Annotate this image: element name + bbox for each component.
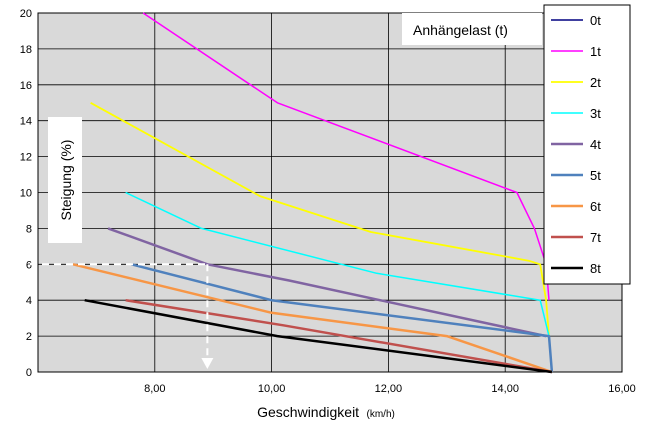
x-tick-label: 10,00 bbox=[258, 383, 286, 395]
legend-label-1t: 1t bbox=[590, 44, 601, 59]
series-line-7t bbox=[125, 298, 553, 374]
reference-arrow bbox=[201, 358, 214, 369]
legend-title-box bbox=[402, 13, 542, 45]
x-tick-label: 14,00 bbox=[491, 383, 519, 395]
gridlines bbox=[38, 12, 622, 372]
y-tick-label: 16 bbox=[20, 80, 32, 92]
x-axis-unit: (km/h) bbox=[367, 409, 395, 420]
legend-label-8t: 8t bbox=[590, 261, 601, 276]
y-axis-title: Steigung (%) bbox=[58, 140, 74, 221]
series-line-8t bbox=[84, 298, 553, 374]
x-axis-title: Geschwindigkeit (km/h) bbox=[257, 404, 395, 421]
x-axis-ticks: 8,00 10,00 12,00 14,00 16,00 bbox=[144, 383, 636, 395]
y-tick-label: 4 bbox=[26, 295, 32, 307]
y-tick-label: 6 bbox=[26, 259, 32, 271]
series-line-5t bbox=[131, 263, 554, 373]
reference-marker bbox=[18, 263, 214, 369]
x-axis-label: Geschwindigkeit bbox=[257, 404, 359, 420]
x-tick-label: 12,00 bbox=[375, 383, 403, 395]
y-axis-ticks: 0 2 4 6 8 10 12 14 16 18 20 bbox=[20, 8, 32, 379]
legend-label-0t: 0t bbox=[590, 13, 601, 28]
series-line-4t bbox=[107, 227, 547, 338]
legend-label-7t: 7t bbox=[590, 230, 601, 245]
legend-label-5t: 5t bbox=[590, 168, 601, 183]
y-tick-label: 8 bbox=[26, 223, 32, 235]
y-tick-label: 0 bbox=[26, 367, 32, 379]
x-tick-label: 16,00 bbox=[608, 383, 636, 395]
legend-label-3t: 3t bbox=[590, 106, 601, 121]
y-tick-label: 12 bbox=[20, 152, 32, 164]
legend-label-2t: 2t bbox=[590, 75, 601, 90]
x-tick-label: 8,00 bbox=[144, 383, 165, 395]
series-line-3t bbox=[125, 191, 550, 337]
series-line-2t bbox=[90, 102, 553, 373]
legend-label-4t: 4t bbox=[590, 137, 601, 152]
y-axis-title-box bbox=[48, 117, 82, 243]
legend-items: 0t 1t 2t 3t 4t 5t 6t 7t 8t bbox=[551, 13, 601, 276]
series-line-6t bbox=[72, 263, 553, 374]
series-lines bbox=[72, 12, 554, 374]
legend-label-6t: 6t bbox=[590, 199, 601, 214]
y-tick-label: 10 bbox=[20, 188, 32, 200]
y-tick-label: 2 bbox=[26, 331, 32, 343]
y-tick-label: 18 bbox=[20, 44, 32, 56]
legend-title: Anhängelast (t) bbox=[413, 22, 508, 38]
y-tick-label: 14 bbox=[20, 116, 32, 128]
y-tick-label: 20 bbox=[20, 8, 32, 20]
